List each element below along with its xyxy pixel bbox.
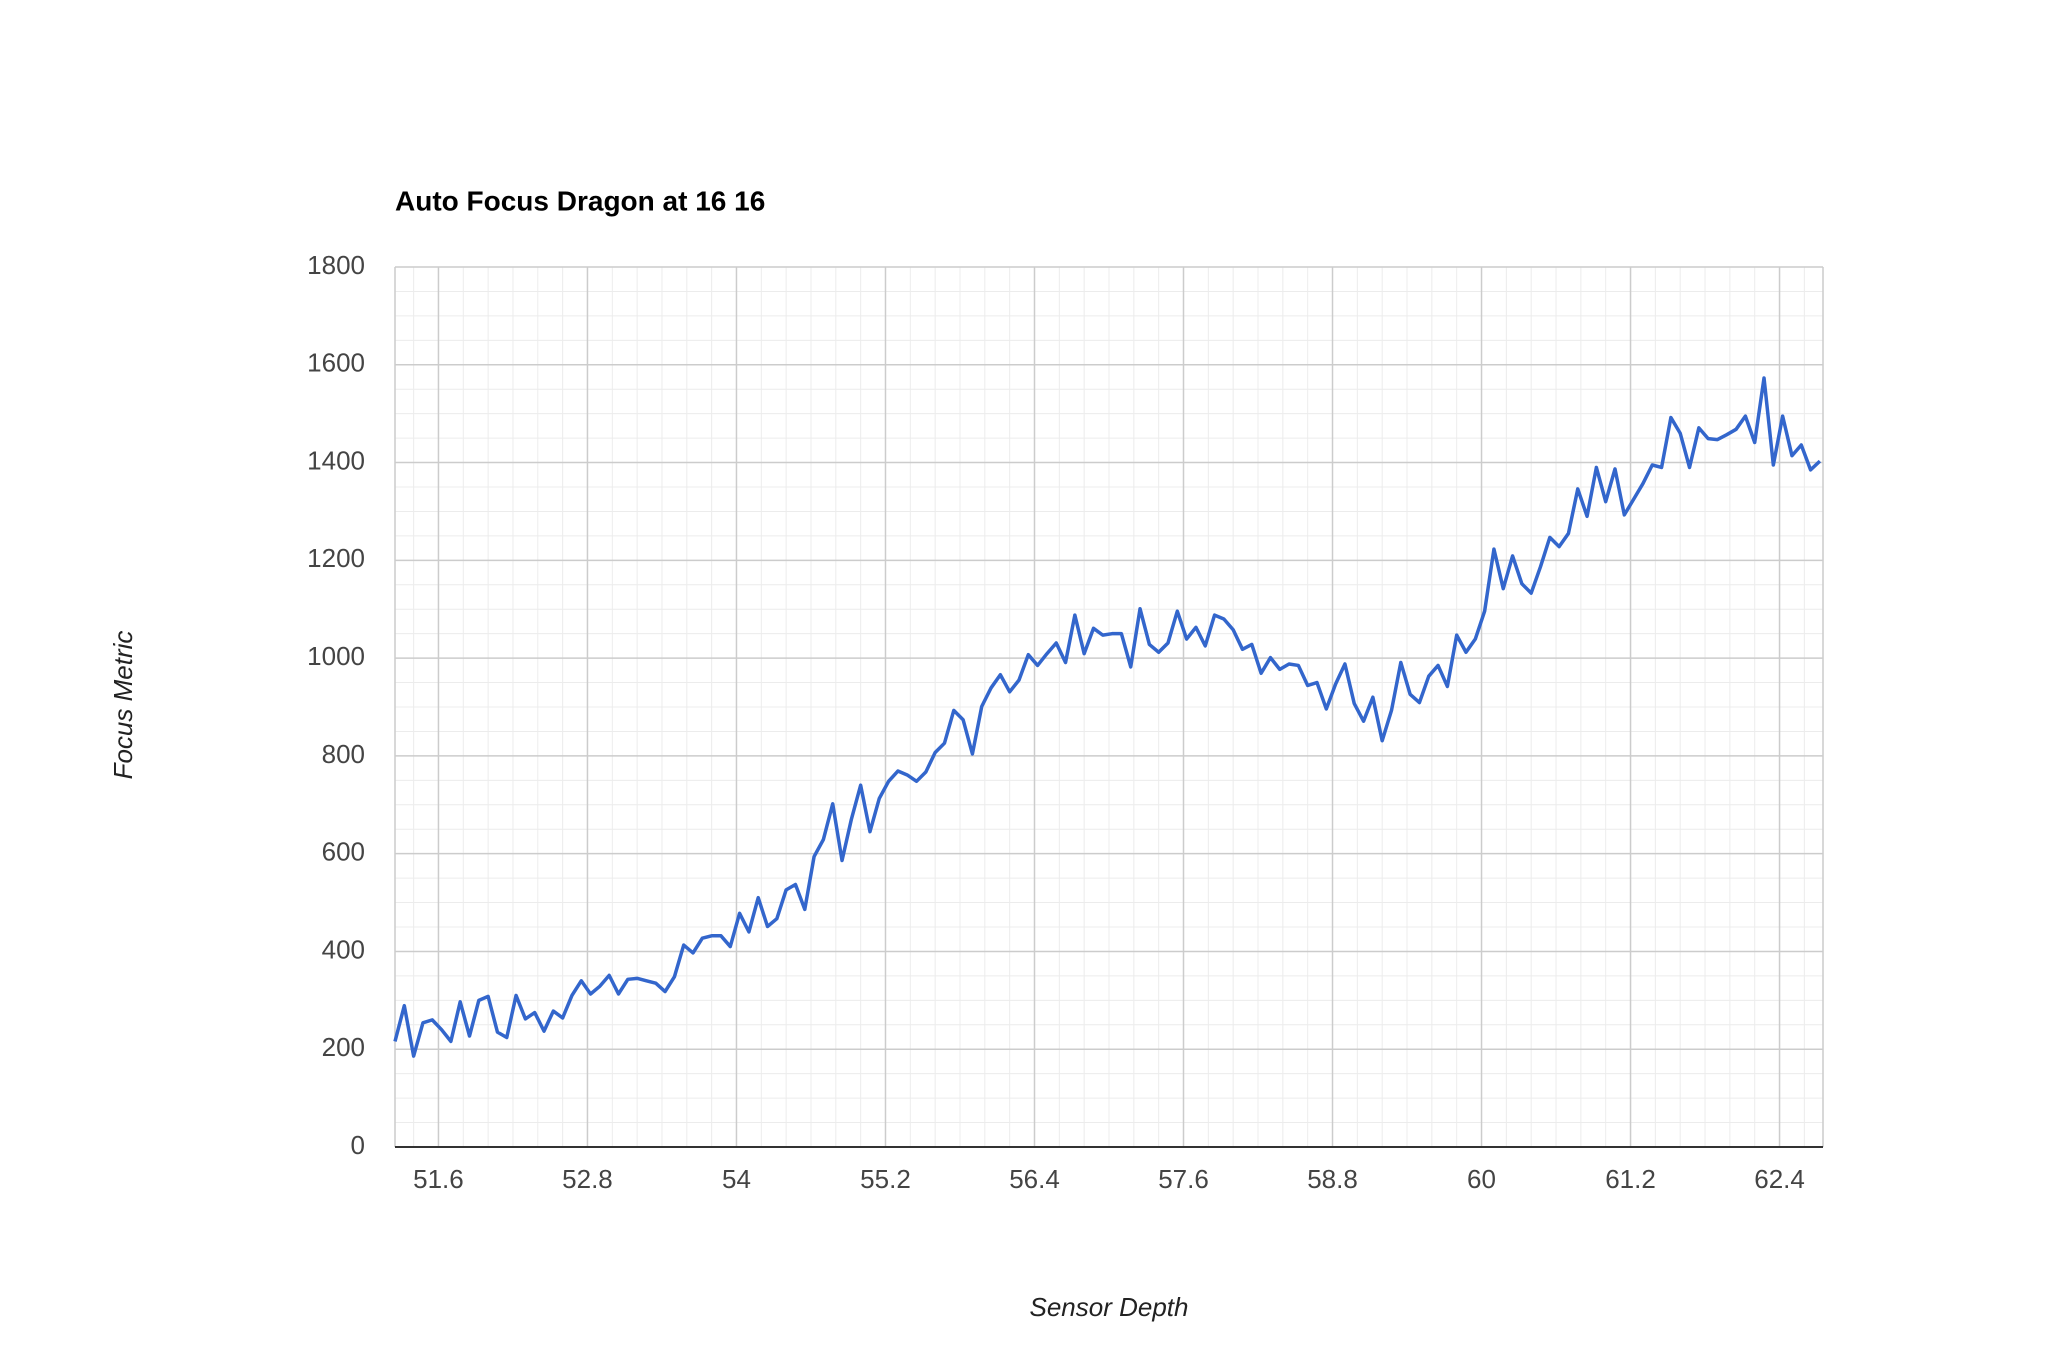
x-tick-label: 61.2: [1605, 1164, 1656, 1194]
y-axis-title: Focus Metric: [108, 631, 138, 780]
y-tick-label: 600: [322, 837, 365, 867]
x-tick-label: 58.8: [1307, 1164, 1358, 1194]
data-line: [393, 376, 1822, 1058]
x-tick-label: 60: [1467, 1164, 1496, 1194]
y-tick-label: 800: [322, 739, 365, 769]
x-tick-label: 56.4: [1009, 1164, 1060, 1194]
y-tick-label: 0: [351, 1130, 365, 1160]
y-tick-label: 1400: [307, 445, 365, 475]
x-tick-label: 55.2: [860, 1164, 911, 1194]
y-tick-label: 400: [322, 934, 365, 964]
y-tick-label: 1600: [307, 348, 365, 378]
x-tick-label: 57.6: [1158, 1164, 1209, 1194]
y-tick-label: 200: [322, 1032, 365, 1062]
chart-title: Auto Focus Dragon at 16 16: [395, 185, 765, 216]
x-tick-label: 51.6: [413, 1164, 464, 1194]
y-tick-label: 1800: [307, 250, 365, 280]
y-tick-label: 1200: [307, 543, 365, 573]
x-tick-label: 54: [722, 1164, 751, 1194]
y-tick-label: 1000: [307, 641, 365, 671]
x-tick-label: 62.4: [1754, 1164, 1805, 1194]
x-axis-title: Sensor Depth: [1030, 1292, 1189, 1322]
x-tick-label: 52.8: [562, 1164, 613, 1194]
